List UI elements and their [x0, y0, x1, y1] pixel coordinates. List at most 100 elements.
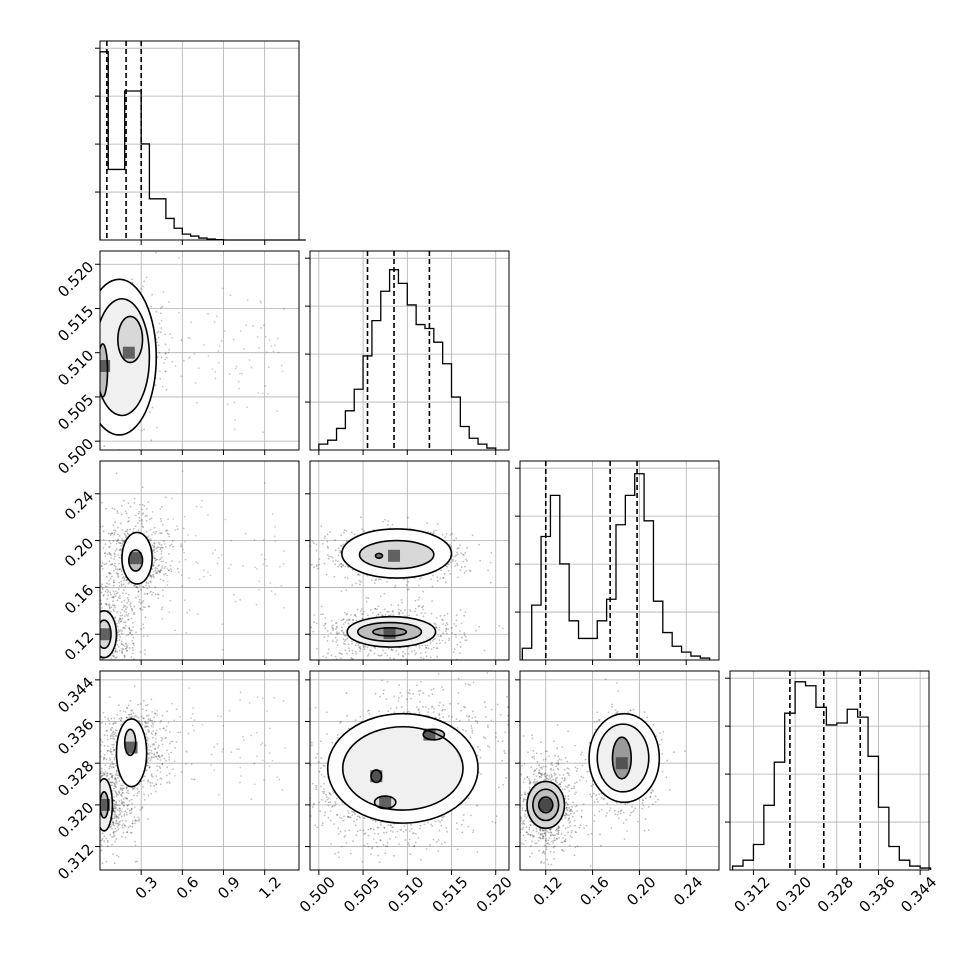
scatter-point [117, 573, 119, 575]
scatter-point [152, 592, 154, 594]
scatter-point [447, 613, 449, 615]
scatter-point [279, 566, 281, 568]
scatter-point [98, 406, 100, 408]
scatter-point [343, 532, 345, 534]
scatter-point [230, 294, 232, 296]
scatter-point [338, 555, 340, 557]
scatter-point [155, 252, 157, 254]
scatter-point [103, 539, 105, 541]
scatter-point [171, 337, 173, 339]
scatter-point [118, 856, 120, 858]
scatter-point [115, 662, 117, 664]
scatter-point [161, 557, 163, 559]
scatter-point [432, 640, 434, 642]
scatter-point [96, 376, 98, 378]
scatter-point [80, 387, 82, 389]
scatter-point [108, 533, 110, 535]
scatter-point [355, 583, 357, 585]
scatter-point [203, 344, 205, 346]
scatter-point [384, 593, 386, 595]
scatter-point [109, 573, 111, 575]
scatter-point [352, 658, 354, 660]
scatter-point [84, 796, 86, 798]
scatter-point [134, 822, 136, 824]
scatter-point [208, 355, 210, 357]
scatter-point [332, 557, 334, 559]
scatter-point [343, 638, 345, 640]
scatter-point [95, 621, 97, 623]
scatter-point [267, 393, 269, 395]
scatter-point [97, 800, 99, 802]
scatter-point [132, 653, 134, 655]
scatter-point [207, 313, 209, 315]
scatter-point [332, 640, 334, 642]
scatter-point [233, 339, 235, 341]
scatter-point [80, 664, 82, 666]
scatter-point [98, 663, 100, 665]
scatter-point [260, 300, 262, 302]
scatter-point [355, 644, 357, 646]
scatter-point [324, 537, 326, 539]
scatter-point [118, 596, 120, 598]
scatter-point [108, 673, 110, 675]
scatter-point [451, 632, 453, 634]
scatter-point [94, 630, 96, 632]
scatter-point [140, 288, 142, 290]
scatter-point [166, 357, 168, 359]
scatter-point [283, 607, 285, 609]
scatter-point [94, 646, 96, 648]
scatter-point [93, 353, 95, 355]
scatter-point [158, 564, 160, 566]
scatter-point [115, 566, 117, 568]
scatter-point [121, 643, 123, 645]
scatter-point [62, 390, 64, 392]
scatter-point [410, 611, 412, 613]
scatter-point [161, 567, 163, 569]
scatter-point [132, 649, 134, 651]
scatter-point [133, 645, 135, 647]
scatter-point [93, 607, 95, 609]
scatter-point [113, 673, 115, 675]
scatter-point [70, 617, 72, 619]
scatter-point [274, 345, 276, 347]
scatter-point [131, 630, 133, 632]
scatter-point [163, 291, 165, 293]
scatter-point [115, 568, 117, 570]
scatter-point [160, 307, 162, 309]
scatter-point [102, 568, 104, 570]
scatter-point [197, 613, 199, 615]
scatter-point [461, 566, 463, 568]
scatter-point [97, 361, 99, 363]
scatter-point [222, 623, 224, 625]
scatter-point [170, 568, 172, 570]
scatter-point [258, 581, 260, 583]
scatter-point [82, 792, 84, 794]
histogram-panel-0 [100, 41, 306, 240]
scatter-point [106, 586, 108, 588]
scatter-point [95, 370, 97, 372]
scatter-point [102, 562, 104, 564]
scatter-point [408, 588, 410, 590]
scatter-point [169, 600, 171, 602]
scatter-point [168, 349, 170, 351]
scatter-point [420, 657, 422, 659]
scatter-point [126, 646, 128, 648]
scatter-point [264, 385, 266, 387]
scatter-point [75, 389, 77, 391]
scatter-point [113, 532, 115, 534]
scatter-point [88, 605, 90, 607]
scatter-point [134, 606, 136, 608]
scatter-point [93, 603, 95, 605]
scatter-point [98, 335, 100, 337]
scatter-point [367, 647, 369, 649]
scatter-point [90, 374, 92, 376]
scatter-point [168, 611, 170, 613]
scatter-point [168, 534, 170, 536]
scatter-point [109, 667, 111, 669]
scatter-point [113, 833, 115, 835]
scatter-point [224, 519, 226, 521]
scatter-point [146, 277, 148, 279]
scatter-point [88, 605, 90, 607]
scatter-point [382, 650, 384, 652]
scatter-point [91, 380, 93, 382]
